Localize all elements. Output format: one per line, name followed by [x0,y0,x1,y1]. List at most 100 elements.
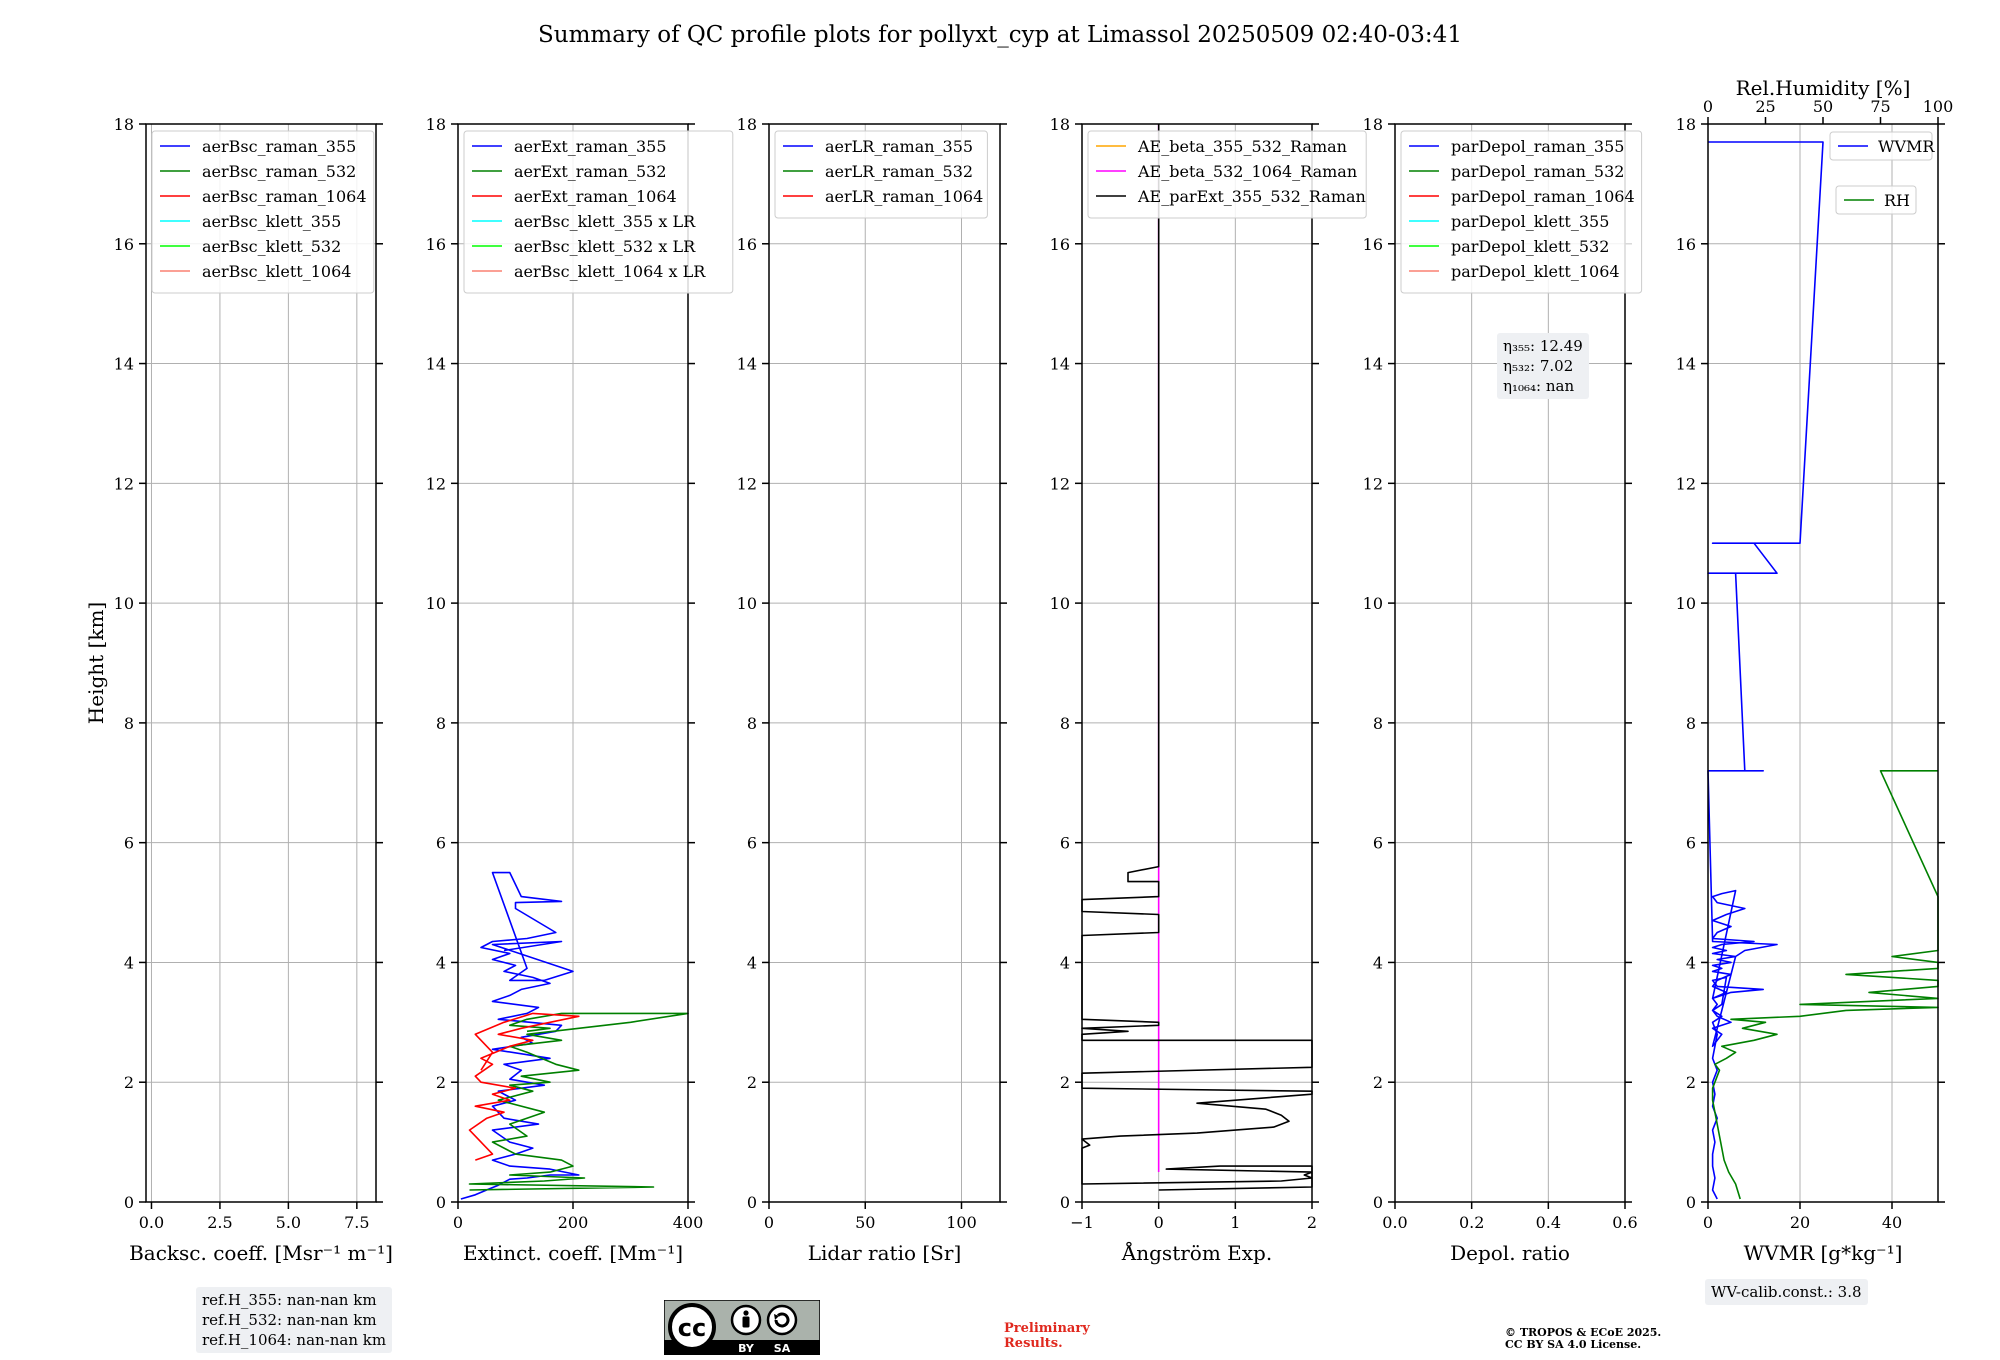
legend-label: aerLR_raman_1064 [825,187,983,206]
legend-label: AE_beta_532_1064_Raman [1137,162,1357,181]
y-tick-label: 8 [124,714,134,733]
y-tick-label: 2 [124,1073,134,1092]
x2-axis-label: Rel.Humidity [%] [1736,76,1911,100]
legend-label: RH [1884,191,1910,210]
x-tick-label: 1 [1230,1213,1240,1232]
legend-frame [1400,130,1643,294]
y-tick-label: 12 [114,474,134,493]
legend-label: aerBsc_klett_532 [202,237,341,256]
x-tick-label: 0 [1154,1213,1164,1232]
y-tick-label: 0 [1373,1193,1383,1212]
legend-label: parDepol_klett_355 [1451,212,1609,231]
y-tick-label: 16 [1050,235,1070,254]
x-tick-label: 0.4 [1536,1213,1561,1232]
y-tick-label: 12 [1363,474,1383,493]
legend-label: aerBsc_klett_1064 x LR [514,262,706,281]
x-axis-label: Ångström Exp. [1121,1240,1272,1265]
x-axis-label: Backsc. coeff. [Msr⁻¹ m⁻¹] [129,1241,393,1265]
series-line [468,1012,580,1161]
x-tick-label: 100 [946,1213,977,1232]
profile-panel-6: 0 2 4 6 8 10 12 14 16 18 0 20 40 WVMR [g*kg⁻¹] 0 25 50 75… [1676,76,1954,1265]
y-tick-label: 18 [737,115,757,134]
legend-label: AE_parExt_355_532_Raman [1137,187,1366,206]
legend-frame [1835,185,1917,215]
y-tick-label: 10 [1676,594,1696,613]
x-tick-label: 2.5 [207,1213,232,1232]
legend: aerLR_raman_355 aerLR_raman_532 aerLR_rama… [774,130,988,219]
x-tick-label: 400 [673,1213,704,1232]
y-tick-label: 6 [1373,834,1383,853]
prelim-line-1: Preliminary [1004,1321,1090,1336]
cc-icon: cc [678,1314,706,1342]
y-tick-label: 0 [436,1193,446,1212]
y-tick-label: 8 [1686,714,1696,733]
legend-label: aerBsc_raman_532 [202,162,356,181]
legend-label: aerBsc_raman_355 [202,137,356,156]
x-tick-label: 0 [453,1213,463,1232]
eta-355: η₃₅₅: 12.49 [1503,337,1583,355]
x-tick-label: −1 [1070,1213,1094,1232]
y-tick-label: 10 [737,594,757,613]
y-tick-label: 6 [1686,834,1696,853]
y-tick-label: 6 [436,834,446,853]
legend-wvmr: WVMR [1829,131,1935,161]
series-line [468,1012,689,1191]
y-tick-label: 16 [1363,235,1383,254]
legend-label: parDepol_raman_532 [1451,162,1624,181]
x-axis-label: WVMR [g*kg⁻¹] [1744,1241,1903,1265]
x-tick-label: 50 [855,1213,875,1232]
plot-frame [768,123,1001,1203]
y-tick-label: 14 [426,355,446,374]
wv-calib-const: WV-calib.const.: 3.8 [1711,1283,1862,1301]
y-tick-label: 0 [1686,1193,1696,1212]
y-tick-label: 16 [737,235,757,254]
y-tick-label: 12 [426,474,446,493]
ref-height-1064: ref.H_1064: nan-nan km [202,1331,387,1349]
series-line [1711,770,1939,1200]
legend: AE_beta_355_532_Raman AE_beta_532_1064_Ra… [1087,130,1367,219]
y-tick-label: 2 [436,1073,446,1092]
y-tick-label: 0 [124,1193,134,1212]
y-tick-label: 12 [737,474,757,493]
y-tick-label: 16 [426,235,446,254]
plot-frame [1081,123,1313,1203]
legend-label: aerBsc_klett_355 [202,212,341,231]
y-tick-label: 8 [1373,714,1383,733]
x-tick-label: 0.2 [1459,1213,1484,1232]
preliminary-results-note: Preliminary Results. [1004,1321,1090,1351]
y-tick-label: 8 [436,714,446,733]
share-alike-icon [766,1304,798,1336]
legend-label: WVMR [1878,137,1935,156]
x-tick-label: 2 [1307,1213,1317,1232]
x2-tick-label: 75 [1870,97,1890,116]
y-tick-label: 0 [1060,1193,1070,1212]
copyright-line-1: © TROPOS & ECoE 2025. [1505,1326,1662,1339]
y-tick-label: 12 [1050,474,1070,493]
legend-label: AE_beta_355_532_Raman [1137,137,1347,156]
legend-label: parDepol_klett_532 [1451,237,1609,256]
x2-tick-label: 100 [1923,97,1954,116]
y-tick-label: 4 [1686,953,1696,972]
profile-panel-1: 0 2 4 6 8 10 12 14 16 18 0.0 2.5 5.0 7.5 Backsc. coeff… [114,115,393,1265]
x2-tick-label: 50 [1813,97,1833,116]
y-tick-label: 2 [747,1073,757,1092]
x-tick-label: 0 [1703,1213,1713,1232]
y-tick-label: 8 [747,714,757,733]
y-tick-label: 0 [747,1193,757,1212]
plot-frame [1394,123,1626,1203]
x-tick-label: 20 [1790,1213,1810,1232]
y-tick-label: 4 [747,953,757,972]
series-line [1081,124,1313,1191]
y-tick-label: 14 [1050,355,1070,374]
y-tick-label: 12 [1676,474,1696,493]
x-tick-label: 7.5 [344,1213,369,1232]
copyright-line-2: CC BY SA 4.0 License. [1505,1338,1642,1351]
y-tick-label: 2 [1060,1073,1070,1092]
legend-label: aerExt_raman_355 [514,137,667,156]
legend-label: aerLR_raman_355 [825,137,973,156]
y-tick-label: 6 [124,834,134,853]
eta-box: η₃₅₅: 12.49 η₅₃₂: 7.02 η₁₀₆₄: nan [1497,333,1589,399]
y-tick-label: 18 [1363,115,1383,134]
y-tick-label: 6 [1060,834,1070,853]
